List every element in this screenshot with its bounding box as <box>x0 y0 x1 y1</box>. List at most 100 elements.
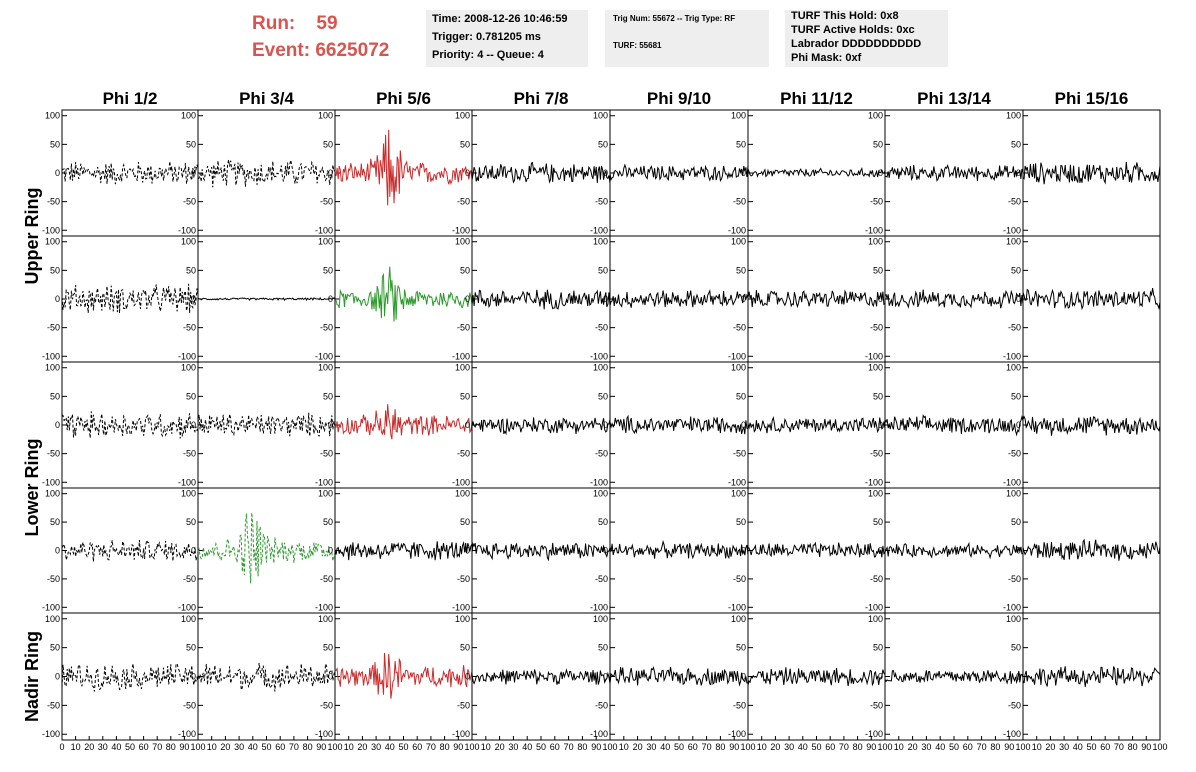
x-tick-label: 70 <box>152 742 162 752</box>
x-tick-label: 20 <box>633 742 643 752</box>
y-tick-label: 0 <box>1016 546 1021 556</box>
waveform-trace <box>1022 538 1161 561</box>
x-tick-label: 60 <box>963 742 973 752</box>
y-tick-label: 100 <box>45 111 60 121</box>
y-tick-label: 0 <box>328 420 333 430</box>
waveform-trace <box>334 404 473 440</box>
x-tick-label: 40 <box>935 742 945 752</box>
x-tick-label: 80 <box>715 742 725 752</box>
x-tick-label: 70 <box>426 742 436 752</box>
y-tick-label: -50 <box>47 700 60 710</box>
y-tick-label: -100 <box>728 729 746 739</box>
y-tick-label: 100 <box>868 111 883 121</box>
column-header: Phi 7/8 <box>514 89 569 108</box>
turf-active-line: TURF Active Holds: 0xc <box>791 24 915 36</box>
y-tick-label: -50 <box>183 574 196 584</box>
y-tick-label: 0 <box>465 294 470 304</box>
x-tick-label: 10 <box>71 742 81 752</box>
y-tick-label: 0 <box>1016 672 1021 682</box>
y-tick-label: -50 <box>870 574 883 584</box>
y-tick-label: -50 <box>320 323 333 333</box>
y-tick-label: 100 <box>1006 614 1021 624</box>
y-tick-label: -100 <box>452 351 470 361</box>
x-tick-label: 100 <box>602 742 617 752</box>
x-tick-label: 10 <box>757 742 767 752</box>
y-tick-label: -100 <box>590 602 608 612</box>
x-tick-label: 90 <box>179 742 189 752</box>
y-tick-label: -50 <box>733 574 746 584</box>
panel-frame <box>609 235 749 363</box>
y-tick-label: 50 <box>873 643 883 653</box>
panel-frame <box>884 235 1024 363</box>
x-tick-label: 70 <box>839 742 849 752</box>
x-tick-label: 10 <box>1032 742 1042 752</box>
y-tick-label: 50 <box>736 265 746 275</box>
waveform-trace <box>61 538 199 562</box>
column-header: Phi 3/4 <box>239 89 294 108</box>
y-tick-label: 0 <box>55 546 60 556</box>
y-tick-label: -50 <box>870 323 883 333</box>
y-tick-label: -100 <box>178 729 196 739</box>
trig-num-line: Trig Num: 55672 -- Trig Type: RF <box>613 14 736 23</box>
y-tick-label: 0 <box>603 546 608 556</box>
y-tick-label: 50 <box>736 643 746 653</box>
y-tick-label: 0 <box>465 420 470 430</box>
y-tick-label: 0 <box>603 672 608 682</box>
x-tick-label: 60 <box>412 742 422 752</box>
y-tick-label: -100 <box>865 351 883 361</box>
y-tick-label: 0 <box>465 168 470 178</box>
x-tick-label: 40 <box>660 742 670 752</box>
y-tick-label: 0 <box>465 546 470 556</box>
x-tick-label: 0 <box>59 742 64 752</box>
waveform-trace <box>197 512 336 584</box>
y-tick-label: -100 <box>42 729 60 739</box>
x-tick-label: 30 <box>508 742 518 752</box>
x-tick-label: 10 <box>207 742 217 752</box>
y-tick-label: -100 <box>1003 477 1021 487</box>
x-tick-label: 50 <box>125 742 135 752</box>
y-tick-label: 100 <box>1006 489 1021 499</box>
y-tick-label: 100 <box>45 489 60 499</box>
panel-frame <box>197 612 336 741</box>
y-tick-label: 50 <box>1011 139 1021 149</box>
panel-frame <box>197 361 336 489</box>
y-tick-label: 100 <box>868 363 883 373</box>
x-tick-label: 20 <box>908 742 918 752</box>
y-tick-label: 100 <box>455 489 470 499</box>
waveform-trace <box>1022 415 1161 436</box>
y-tick-label: -100 <box>42 602 60 612</box>
y-tick-label: -50 <box>47 574 60 584</box>
waveform-trace <box>61 283 199 314</box>
x-tick-label: 50 <box>949 742 959 752</box>
y-tick-label: -50 <box>183 197 196 207</box>
x-tick-label: 30 <box>784 742 794 752</box>
x-tick-label: 90 <box>316 742 326 752</box>
x-tick-label: 10 <box>619 742 629 752</box>
y-tick-label: 50 <box>1011 391 1021 401</box>
waveform-trace <box>884 163 1024 182</box>
y-tick-label: -100 <box>178 225 196 235</box>
y-tick-label: 100 <box>45 363 60 373</box>
y-tick-label: -50 <box>183 700 196 710</box>
waveform-trace <box>197 661 336 692</box>
y-tick-label: 50 <box>873 517 883 527</box>
panel-frame <box>334 235 473 363</box>
y-tick-label: 0 <box>191 168 196 178</box>
x-tick-label: 70 <box>702 742 712 752</box>
y-tick-label: 100 <box>455 363 470 373</box>
row-label: Upper Ring <box>22 188 42 285</box>
y-tick-label: -50 <box>595 574 608 584</box>
y-tick-label: 0 <box>878 420 883 430</box>
x-tick-label: 10 <box>481 742 491 752</box>
x-tick-label: 20 <box>1045 742 1055 752</box>
labrador-line: Labrador DDDDDDDDDD <box>791 38 922 50</box>
x-tick-label: 80 <box>853 742 863 752</box>
y-tick-label: -100 <box>1003 729 1021 739</box>
run-label: Run: <box>252 13 296 34</box>
y-tick-label: -50 <box>320 574 333 584</box>
y-tick-label: 0 <box>741 420 746 430</box>
y-tick-label: -100 <box>315 351 333 361</box>
y-tick-label: 0 <box>878 546 883 556</box>
y-tick-label: -50 <box>457 323 470 333</box>
waveform-trace <box>471 668 611 685</box>
